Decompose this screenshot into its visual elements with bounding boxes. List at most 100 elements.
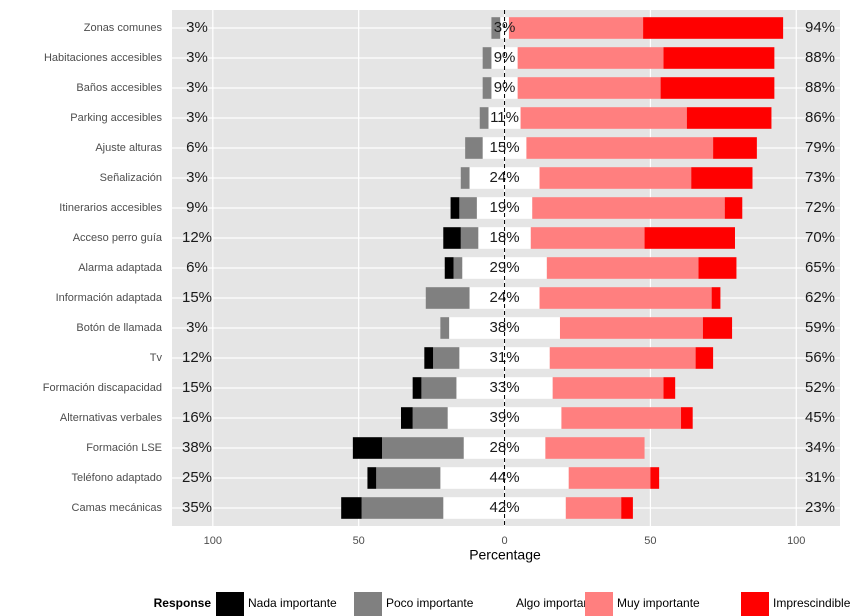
- right-percent-label: 70%: [805, 229, 835, 246]
- bar-segment: [713, 137, 757, 159]
- left-percent-label: 38%: [182, 439, 212, 456]
- x-axis-title: Percentage: [469, 547, 541, 563]
- bar-segment: [517, 47, 664, 69]
- bar-segment: [565, 497, 622, 519]
- bar-segment: [650, 467, 660, 489]
- bar-segment: [433, 347, 460, 369]
- category-label: Información adaptada: [56, 292, 163, 304]
- left-percent-label: 3%: [186, 49, 208, 66]
- right-percent-label: 56%: [805, 349, 835, 366]
- center-percent-label: 24%: [490, 169, 520, 186]
- bar-segment: [444, 257, 454, 279]
- legend-label: Imprescindible: [773, 596, 851, 610]
- category-label: Parking accesibles: [70, 112, 162, 124]
- left-percent-label: 6%: [186, 259, 208, 276]
- right-percent-label: 52%: [805, 379, 835, 396]
- category-label: Baños accesibles: [76, 82, 162, 94]
- bar-segment: [698, 257, 737, 279]
- bar-segment: [425, 287, 470, 309]
- bar-segment: [539, 167, 692, 189]
- legend-swatch: [216, 592, 244, 616]
- left-percent-label: 9%: [186, 199, 208, 216]
- bar-segment: [660, 77, 775, 99]
- category-label: Alarma adaptada: [78, 262, 163, 274]
- bar-segment: [424, 347, 434, 369]
- left-percent-label: 12%: [182, 229, 212, 246]
- category-label: Señalización: [100, 172, 162, 184]
- bar-segment: [663, 377, 676, 399]
- bar-segment: [539, 287, 712, 309]
- bar-segment: [621, 497, 633, 519]
- right-percent-label: 88%: [805, 49, 835, 66]
- bar-segment: [382, 437, 464, 459]
- bar-segment: [711, 287, 721, 309]
- right-percent-label: 59%: [805, 319, 835, 336]
- bar-segment: [695, 347, 714, 369]
- category-label: Acceso perro guía: [73, 232, 163, 244]
- left-percent-label: 15%: [182, 289, 212, 306]
- left-percent-label: 6%: [186, 139, 208, 156]
- bar-segment: [545, 437, 645, 459]
- bar-segment: [491, 17, 501, 39]
- left-percent-label: 35%: [182, 499, 212, 516]
- bar-segment: [421, 377, 457, 399]
- center-percent-label: 9%: [494, 49, 516, 66]
- bar-segment: [561, 407, 682, 429]
- right-percent-label: 23%: [805, 499, 835, 516]
- x-tick-label: 100: [204, 535, 222, 547]
- right-percent-label: 65%: [805, 259, 835, 276]
- right-percent-label: 73%: [805, 169, 835, 186]
- bar-segment: [352, 437, 383, 459]
- bar-segment: [691, 167, 753, 189]
- legend-title: Response: [154, 596, 212, 610]
- right-percent-label: 79%: [805, 139, 835, 156]
- bar-segment: [482, 47, 492, 69]
- category-label: Tv: [150, 352, 163, 364]
- right-percent-label: 34%: [805, 439, 835, 456]
- bar-segment: [663, 47, 775, 69]
- bar-segment: [546, 257, 699, 279]
- bar-segment: [532, 197, 725, 219]
- bar-segment: [482, 137, 527, 159]
- bar-segment: [491, 47, 518, 69]
- category-label: Teléfono adaptado: [71, 472, 162, 484]
- bar-segment: [400, 407, 413, 429]
- left-percent-label: 16%: [182, 409, 212, 426]
- left-percent-label: 3%: [186, 79, 208, 96]
- left-percent-label: 12%: [182, 349, 212, 366]
- bar-segment: [526, 137, 714, 159]
- category-label: Habitaciones accesibles: [44, 52, 163, 64]
- bar-segment: [460, 167, 470, 189]
- legend-label: Nada importante: [248, 596, 337, 610]
- center-percent-label: 15%: [490, 139, 520, 156]
- right-percent-label: 45%: [805, 409, 835, 426]
- bar-segment: [500, 17, 509, 39]
- bar-segment: [559, 317, 703, 339]
- bar-segment: [361, 497, 444, 519]
- legend-swatch: [741, 592, 769, 616]
- center-percent-label: 29%: [490, 259, 520, 276]
- bar-segment: [367, 467, 377, 489]
- bar-segment: [643, 17, 784, 39]
- category-label: Ajuste alturas: [95, 142, 162, 154]
- x-tick-label: 100: [787, 535, 805, 547]
- category-label: Zonas comunes: [84, 22, 163, 34]
- x-tick-label: 50: [353, 535, 365, 547]
- bar-segment: [412, 377, 422, 399]
- category-label: Itinerarios accesibles: [59, 202, 162, 214]
- right-percent-label: 72%: [805, 199, 835, 216]
- legend-label: Algo importante: [516, 596, 600, 610]
- bar-segment: [460, 227, 479, 249]
- bar-segment: [450, 197, 460, 219]
- bar-segment: [341, 497, 362, 519]
- bar-segment: [681, 407, 693, 429]
- bar-segment: [440, 467, 569, 489]
- bar-segment: [462, 257, 547, 279]
- bar-segment: [376, 467, 441, 489]
- right-percent-label: 62%: [805, 289, 835, 306]
- bar-segment: [482, 77, 492, 99]
- left-percent-label: 3%: [186, 319, 208, 336]
- left-percent-label: 3%: [186, 109, 208, 126]
- bar-segment: [517, 77, 661, 99]
- bar-segment: [459, 197, 477, 219]
